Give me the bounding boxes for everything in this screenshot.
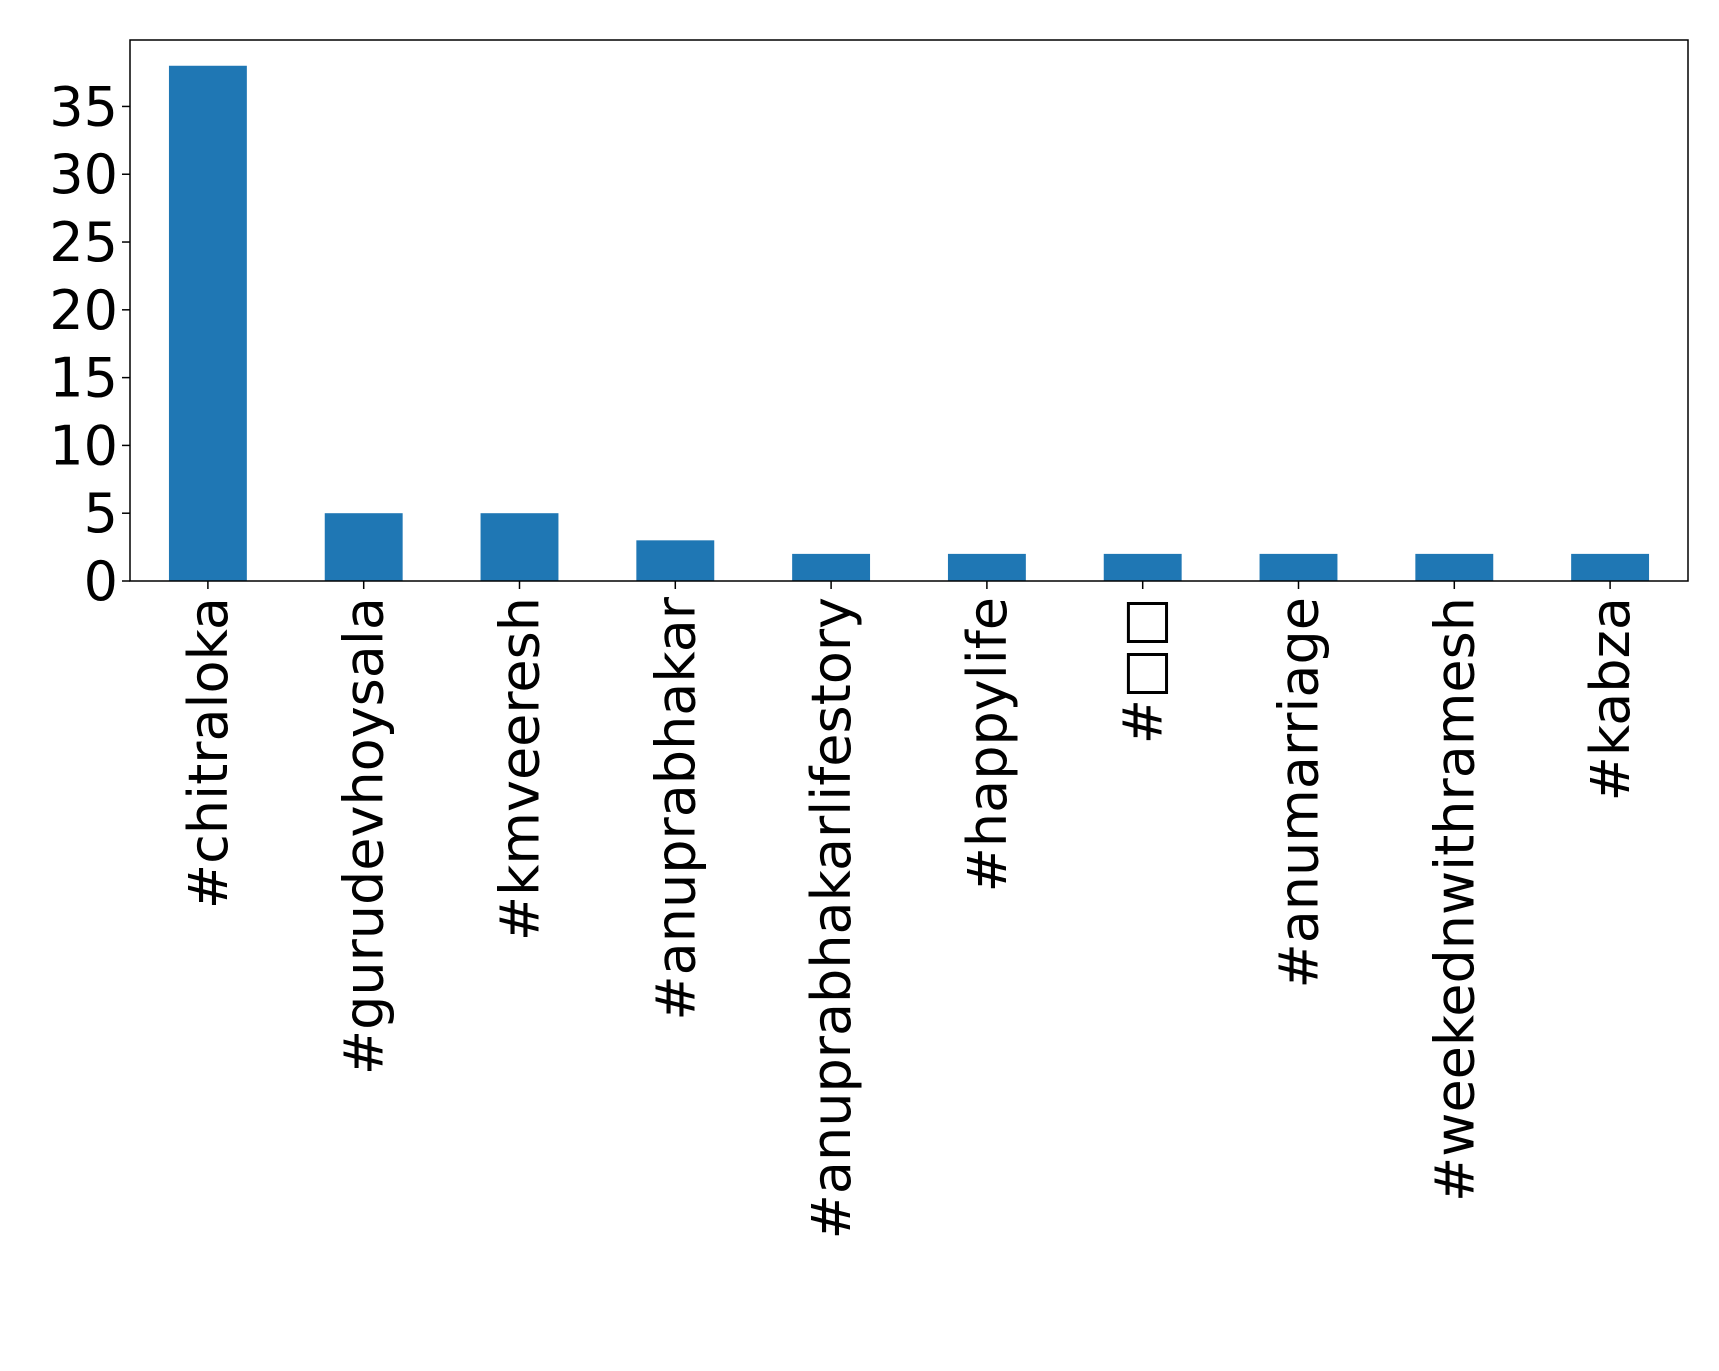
bar-2 xyxy=(480,513,559,581)
y-tick-label-4: 20 xyxy=(49,279,118,342)
bar-4 xyxy=(792,553,871,581)
x-tick-label-5: #happylife xyxy=(956,597,1019,892)
y-tick-label-7: 35 xyxy=(49,75,118,138)
bar-6 xyxy=(1103,553,1182,581)
bar-9 xyxy=(1571,553,1650,581)
bar-3 xyxy=(636,540,715,581)
bar-0 xyxy=(168,65,247,581)
y-tick-label-5: 25 xyxy=(49,211,118,274)
x-tick-label-2: #kmveeresh xyxy=(489,597,552,941)
bar-7 xyxy=(1259,553,1338,581)
y-tick-label-3: 15 xyxy=(49,347,118,410)
bars-group xyxy=(168,65,1650,581)
x-tick-label-9: #kabza xyxy=(1579,597,1642,801)
x-axis: #chitraloka #gurudevhoysala #kmveeresh #anu… xyxy=(177,581,1642,1239)
x-tick-label-8: #weekednwithramesh xyxy=(1423,597,1486,1202)
bar-8 xyxy=(1415,553,1494,581)
plot-frame xyxy=(129,39,1689,582)
y-tick-label-2: 10 xyxy=(49,414,118,477)
y-tick-label-0: 0 xyxy=(84,550,118,613)
y-tick-label-6: 30 xyxy=(49,143,118,206)
x-tick-label-7: #anumarriage xyxy=(1268,597,1331,989)
x-tick-label-4: #anuprabhakarlifestory xyxy=(800,597,863,1239)
y-tick-label-1: 5 xyxy=(84,482,118,545)
x-tick-label-1: #gurudevhoysala xyxy=(333,597,396,1075)
x-tick-label-0: #chitraloka xyxy=(177,597,240,909)
x-tick-label-6: #□□ xyxy=(1112,597,1175,744)
x-tick-label-3: #anuprabhakar xyxy=(644,596,707,1020)
bar-5 xyxy=(947,553,1026,581)
bar-1 xyxy=(324,513,403,581)
